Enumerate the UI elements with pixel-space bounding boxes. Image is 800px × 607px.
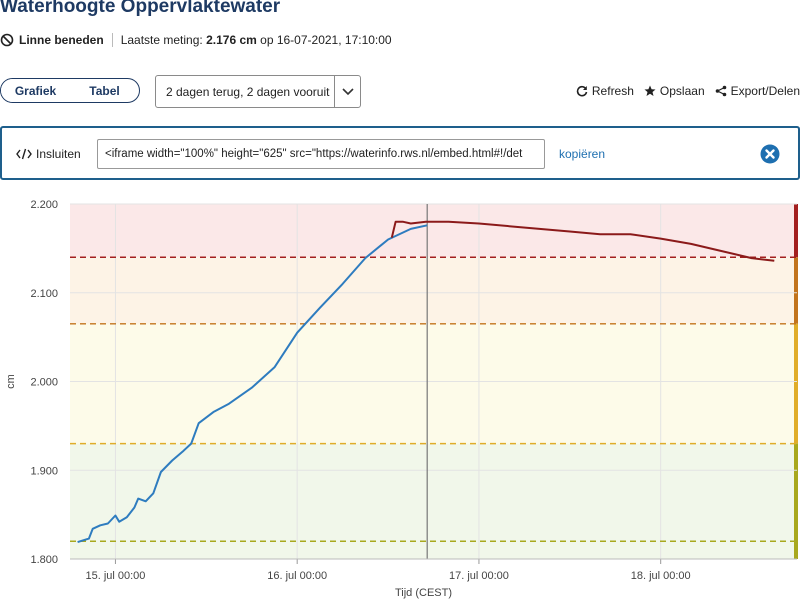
measured-series-line <box>77 224 428 544</box>
save-label: Opslaan <box>659 84 705 98</box>
tab-graph[interactable]: Grafiek <box>1 79 70 102</box>
chevron-down-icon[interactable] <box>334 76 360 107</box>
chart-actions: Refresh Opslaan Export/Delen <box>566 84 800 98</box>
last-measurement-value: 2.176 cm <box>206 33 257 47</box>
zone-band-2 <box>70 323 797 444</box>
export-button[interactable]: Export/Delen <box>715 84 800 98</box>
page-title: Waterhoogte Oppervlaktewater <box>0 0 281 17</box>
embed-panel: Insluiten <iframe width="100%" height="6… <box>0 126 800 180</box>
refresh-icon <box>576 85 588 97</box>
y-tick-label: 2.100 <box>30 288 58 300</box>
zone-edge-bar-2 <box>794 323 798 444</box>
share-icon <box>715 85 726 97</box>
measurement-meta: Linne beneden Laatste meting: 2.176 cm o… <box>0 33 392 47</box>
zone-band-3 <box>70 443 797 559</box>
last-measurement-label: Laatste meting: <box>120 33 203 47</box>
meta-divider <box>111 33 113 47</box>
x-tick-label: 17. jul 00:00 <box>449 570 509 582</box>
location-icon <box>0 33 14 47</box>
embed-label-text: Insluiten <box>36 147 81 161</box>
y-tick-label: 1.800 <box>30 554 58 566</box>
embed-label: Insluiten <box>16 147 81 161</box>
embed-code-field[interactable]: <iframe width="100%" height="625" src="h… <box>97 139 545 169</box>
code-icon <box>16 148 32 160</box>
refresh-label: Refresh <box>591 84 634 98</box>
x-axis-title: Tijd (CEST) <box>395 587 452 599</box>
y-tick-label: 1.900 <box>30 465 58 477</box>
time-range-select[interactable]: 2 dagen terug, 2 dagen vooruit <box>155 75 361 108</box>
refresh-button[interactable]: Refresh <box>576 84 634 98</box>
star-icon <box>644 85 656 96</box>
forecast-series-line <box>390 220 775 262</box>
water-level-chart: 1.800 1.900 2.000 2.100 2.200 15. jul 00:00 16… <box>5 199 798 599</box>
y-axis-title: cm <box>5 374 17 389</box>
copy-link[interactable]: kopiëren <box>559 147 606 161</box>
y-tick-label: 2.000 <box>30 377 58 389</box>
export-label: Export/Delen <box>730 84 800 98</box>
y-tick-label: 2.200 <box>30 199 58 211</box>
zone-edge-bar-1 <box>794 257 798 324</box>
tab-table[interactable]: Tabel <box>89 83 120 98</box>
last-measurement-time: op 16-07-2021, 17:10:00 <box>260 33 392 47</box>
x-tick-label: 16. jul 00:00 <box>267 570 327 582</box>
zone-edge-bar-3 <box>794 443 798 559</box>
zone-band-0 <box>70 204 797 258</box>
zone-edge-bar-0 <box>794 204 798 258</box>
close-icon[interactable] <box>760 144 780 164</box>
x-tick-label: 15. jul 00:00 <box>85 570 145 582</box>
location-name: Linne beneden <box>19 33 104 47</box>
time-range-value: 2 dagen terug, 2 dagen vooruit <box>166 84 330 99</box>
save-button[interactable]: Opslaan <box>644 84 705 98</box>
zone-band-1 <box>70 257 797 324</box>
x-tick-label: 18. jul 00:00 <box>631 570 691 582</box>
view-toggle: Grafiek Tabel <box>0 78 140 103</box>
